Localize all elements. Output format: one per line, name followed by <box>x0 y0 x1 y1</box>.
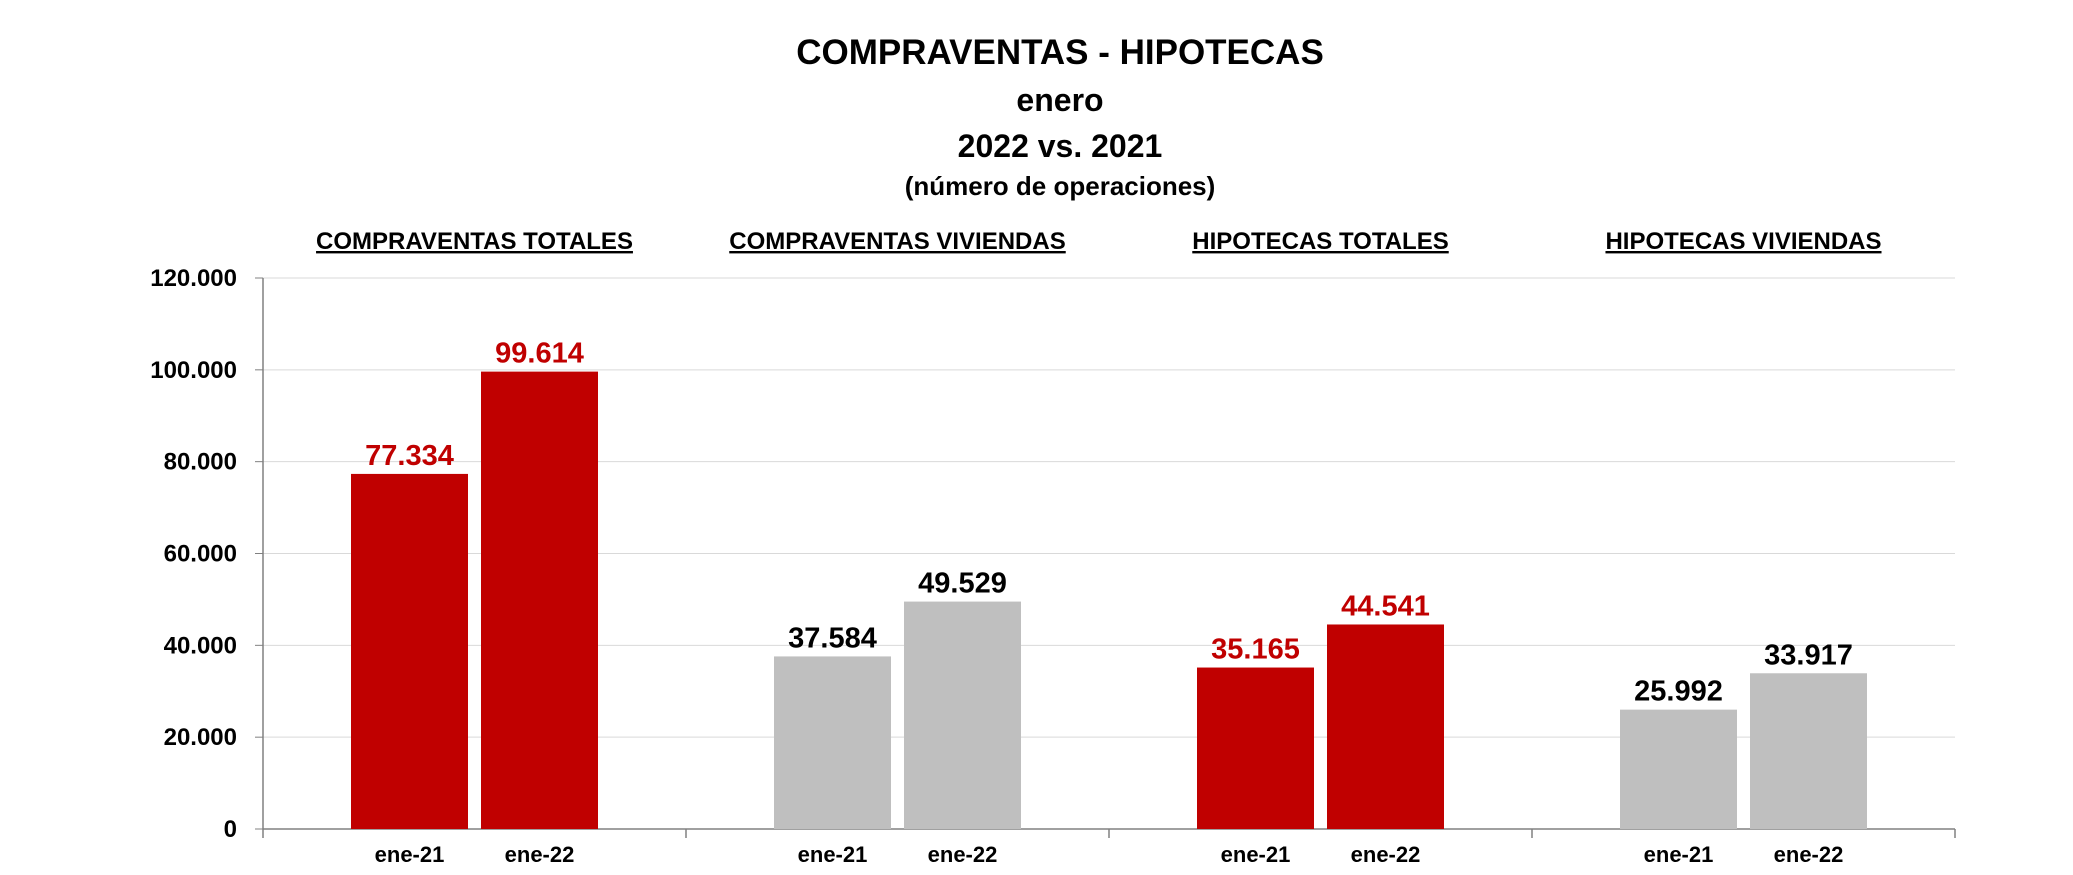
x-axis-ticks: ene-21 ene-22 ene-21 ene-22 ene-21 ene-22 ene-… <box>375 842 1844 867</box>
bar <box>351 473 468 829</box>
data-labels: 77.334 99.614 37.584 49.529 35.165 44.541 25.9… <box>365 338 1853 708</box>
x-tick-label: ene-21 <box>798 842 868 867</box>
data-label: 44.541 <box>1341 590 1430 622</box>
data-label: 33.917 <box>1764 639 1853 671</box>
y-tick-label: 120.000 <box>150 265 237 292</box>
bar <box>1197 667 1314 829</box>
x-tick-label: ene-21 <box>1221 842 1291 867</box>
bar <box>1620 709 1737 829</box>
bar <box>481 371 598 829</box>
group-label: HIPOTECAS VIVIENDAS <box>1605 228 1881 255</box>
data-label: 25.992 <box>1634 676 1723 708</box>
chart-title: COMPRAVENTAS - HIPOTECAS <box>796 33 1324 72</box>
group-label: COMPRAVENTAS VIVIENDAS <box>729 228 1065 255</box>
y-tick-label: 40.000 <box>164 632 237 659</box>
data-label: 35.165 <box>1211 634 1300 666</box>
y-tick-label: 20.000 <box>164 724 237 751</box>
y-tick-label: 0 <box>224 816 237 843</box>
x-tick-label: ene-22 <box>1774 842 1844 867</box>
data-label: 49.529 <box>918 568 1007 600</box>
data-label: 99.614 <box>495 338 584 370</box>
group-label: HIPOTECAS TOTALES <box>1192 228 1448 255</box>
data-label: 77.334 <box>365 440 454 472</box>
x-tick-label: ene-22 <box>1351 842 1421 867</box>
bar <box>1750 673 1867 829</box>
data-label: 37.584 <box>788 622 877 654</box>
x-tick-label: ene-22 <box>928 842 998 867</box>
y-tick-label: 100.000 <box>150 357 237 384</box>
x-tick-label: ene-21 <box>375 842 445 867</box>
y-tick-label: 60.000 <box>164 541 237 568</box>
y-tick-label: 80.000 <box>164 449 237 476</box>
bar <box>774 656 891 829</box>
bar <box>904 601 1021 829</box>
chart-subtitle-month: enero <box>1016 82 1103 118</box>
x-tick-label: ene-21 <box>1644 842 1714 867</box>
group-labels: COMPRAVENTAS TOTALES COMPRAVENTAS VIVIEND… <box>316 228 1881 255</box>
chart-subtitle-comparison: 2022 vs. 2021 <box>958 128 1163 164</box>
x-tick-label: ene-22 <box>505 842 575 867</box>
bar <box>1327 624 1444 829</box>
group-label: COMPRAVENTAS TOTALES <box>316 228 633 255</box>
y-axis-ticks: 0 20.000 40.000 60.000 80.000 100.000 120.000 <box>150 265 263 843</box>
bars <box>351 371 1867 829</box>
chart-subtitle-unit: (número de operaciones) <box>905 171 1216 201</box>
